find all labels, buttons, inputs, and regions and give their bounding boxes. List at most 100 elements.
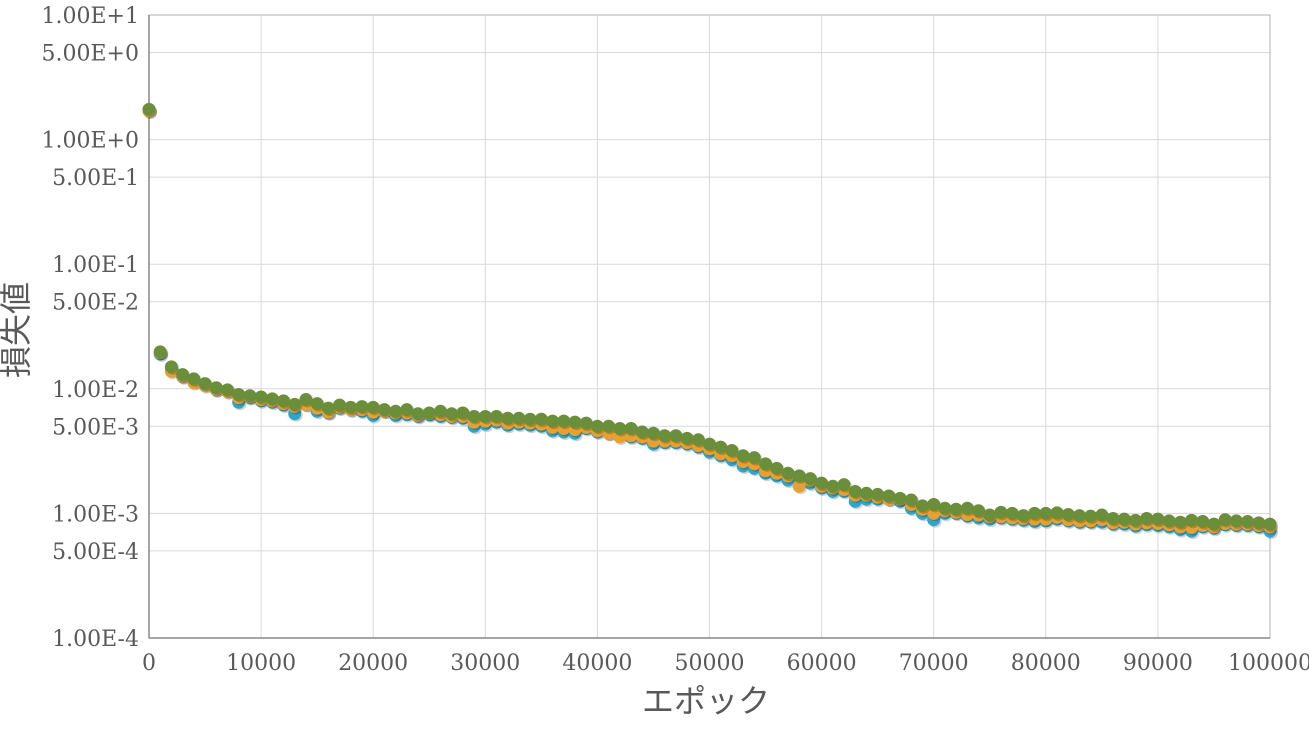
data-point [590, 419, 604, 433]
data-point [904, 493, 918, 507]
y-tick-label: 1.00E+0 [42, 129, 139, 154]
data-point [714, 440, 728, 454]
data-point [579, 416, 593, 430]
data-point [770, 461, 784, 475]
data-point [1016, 509, 1030, 523]
data-point [848, 484, 862, 498]
data-point [355, 400, 369, 414]
data-point [815, 476, 829, 490]
series-1 [142, 104, 1278, 536]
y-tick-label: 1.00E-3 [52, 502, 139, 527]
x-tick-label: 90000 [1123, 651, 1193, 676]
data-point [1039, 506, 1053, 520]
data-point [1173, 515, 1187, 529]
x-tick-label: 40000 [562, 651, 632, 676]
data-point [467, 409, 481, 423]
data-point [445, 407, 459, 421]
data-point [1218, 513, 1232, 527]
data-point [478, 409, 492, 423]
axes [148, 14, 1271, 639]
data-point [1128, 513, 1142, 527]
data-point [893, 491, 907, 505]
data-point [1005, 506, 1019, 520]
data-point [624, 422, 638, 436]
x-tick-label: 20000 [338, 651, 408, 676]
data-point [927, 506, 941, 520]
data-point [646, 426, 660, 440]
y-tick-label: 5.00E-3 [52, 415, 139, 440]
x-tick-label: 80000 [1011, 651, 1081, 676]
grid-lines [148, 14, 1271, 639]
data-point [277, 394, 291, 408]
data-point [164, 360, 178, 374]
data-point [1185, 513, 1199, 527]
data-point [1151, 512, 1165, 526]
data-point [1050, 506, 1064, 520]
data-point [949, 502, 963, 516]
data-point [433, 404, 447, 418]
x-tick-label: 30000 [450, 651, 520, 676]
y-tick-label: 1.00E-4 [52, 627, 139, 652]
y-tick-label: 5.00E+0 [42, 42, 139, 67]
data-point [1162, 514, 1176, 528]
data-point [938, 501, 952, 515]
data-point [635, 425, 649, 439]
x-tick-label: 0 [142, 651, 156, 676]
data-point [232, 388, 246, 402]
y-tick-label: 1.00E-2 [52, 378, 139, 403]
data-point [389, 404, 403, 418]
data-point [747, 451, 761, 465]
data-point [333, 398, 347, 412]
data-point [411, 407, 425, 421]
data-point [983, 508, 997, 522]
data-point [265, 392, 279, 406]
data-point [153, 345, 167, 359]
data-point [400, 403, 414, 417]
x-tick-label: 100000 [1228, 651, 1309, 676]
data-point [972, 504, 986, 518]
data-point [187, 372, 201, 386]
data-point [321, 401, 335, 415]
data-point [456, 406, 470, 420]
data-point [826, 479, 840, 493]
data-point [422, 406, 436, 420]
data-point [568, 415, 582, 429]
data-point [703, 437, 716, 451]
data-point [1106, 512, 1120, 526]
data-point [512, 411, 526, 425]
y-axis-title: 損失値 [0, 282, 35, 378]
data-point [792, 469, 806, 483]
data-point [534, 412, 548, 426]
data-point [546, 414, 560, 428]
y-tick-label: 1.00E-1 [52, 253, 139, 278]
data-point [781, 466, 795, 480]
data-point [176, 368, 190, 382]
data-point [1084, 509, 1098, 523]
data-point [1117, 512, 1131, 526]
data-points [142, 102, 1278, 540]
data-point [927, 497, 941, 511]
data-point [960, 501, 974, 515]
data-point [1028, 506, 1042, 520]
data-point [691, 433, 705, 447]
data-point [366, 400, 380, 414]
x-tick-label: 60000 [787, 651, 857, 676]
data-point [1095, 508, 1109, 522]
data-point [377, 403, 391, 417]
data-point [803, 472, 817, 486]
y-tick-label: 5.00E-1 [52, 166, 139, 191]
data-point [680, 431, 694, 445]
x-tick-label: 50000 [675, 651, 745, 676]
data-point [310, 397, 324, 411]
data-point [1061, 507, 1075, 521]
series-2 [142, 102, 1278, 533]
data-point [602, 419, 616, 433]
data-point [1263, 517, 1277, 531]
data-point [1140, 512, 1154, 526]
x-tick-label: 70000 [899, 651, 969, 676]
data-point [344, 400, 358, 414]
data-point [669, 429, 683, 443]
data-point [792, 479, 806, 493]
data-point [1229, 514, 1243, 528]
